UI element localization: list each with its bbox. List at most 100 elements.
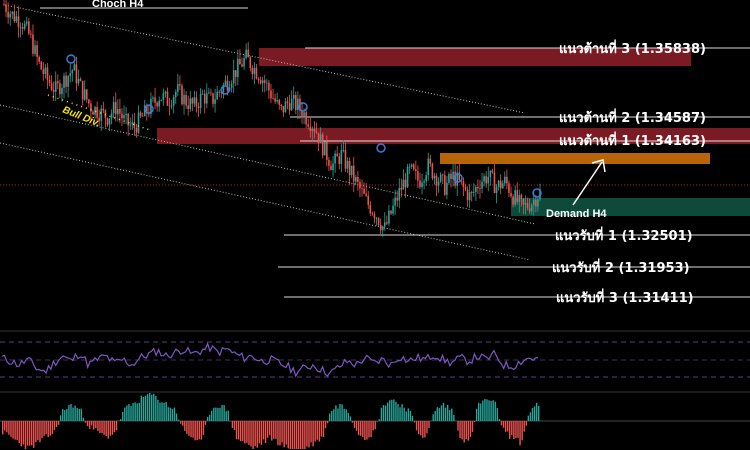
histogram-bar — [275, 421, 277, 439]
candle-body — [537, 199, 539, 207]
candle-body — [363, 188, 365, 194]
histogram-bar — [82, 417, 85, 421]
candle-body — [475, 186, 477, 192]
candle-body — [166, 91, 169, 106]
candle-body — [222, 84, 225, 93]
candle-body — [352, 165, 355, 182]
histogram-bar — [523, 421, 525, 432]
candle-body — [210, 92, 212, 94]
candle-body — [479, 188, 481, 190]
candle-body — [212, 93, 214, 104]
candle-body — [470, 192, 473, 193]
candle-body — [199, 93, 202, 108]
histogram-bar — [142, 396, 145, 421]
histogram-bar — [206, 417, 209, 421]
histogram-bar — [531, 407, 534, 421]
histogram-bar — [62, 409, 64, 421]
pivot-markers — [66, 54, 542, 198]
histogram-bar — [115, 421, 118, 431]
candle-body — [148, 113, 150, 115]
candle-body — [270, 90, 272, 99]
histogram-bar — [59, 415, 62, 421]
histogram-bar — [515, 421, 517, 438]
candle-body — [88, 99, 90, 104]
candle-body — [185, 94, 187, 106]
histogram-bar — [413, 421, 416, 423]
candle-body — [346, 160, 349, 169]
candle-body — [441, 174, 444, 176]
histogram-bar — [192, 421, 194, 438]
rsi-line — [1, 342, 539, 378]
histogram-bar — [26, 421, 29, 446]
candle-body — [3, 4, 5, 6]
histogram-bar — [86, 421, 89, 427]
histogram-bar — [316, 421, 318, 440]
histogram-bar — [233, 421, 236, 430]
candle-body — [493, 172, 496, 194]
candle-body — [404, 179, 407, 188]
histogram-bar — [308, 421, 310, 448]
candle-body — [336, 153, 338, 157]
candle-body — [377, 218, 380, 225]
histogram-bar — [124, 407, 126, 421]
histogram-bar — [374, 421, 376, 430]
histogram-bar — [184, 421, 186, 431]
histogram-bar — [30, 421, 33, 446]
histogram-bar — [529, 412, 532, 421]
candle-body — [65, 75, 67, 87]
histogram-bar — [109, 421, 112, 436]
histogram-bar — [297, 421, 300, 449]
histogram-bar — [215, 407, 217, 421]
histogram-bar — [250, 421, 252, 447]
candle-body — [477, 186, 479, 189]
histogram-bar — [41, 421, 43, 439]
histogram-bar — [432, 414, 434, 421]
candle-body — [462, 180, 465, 187]
candle-body — [237, 58, 239, 78]
histogram-bar — [194, 421, 196, 441]
histogram-bar — [167, 407, 169, 421]
candle-body — [359, 181, 361, 189]
histogram-bar — [502, 421, 505, 428]
candle-body — [251, 68, 254, 75]
candle-body — [28, 21, 30, 34]
histogram-bar — [173, 407, 176, 421]
candle-body — [274, 98, 276, 102]
histogram-bar — [401, 404, 403, 421]
candle-body — [32, 34, 34, 54]
candle-body — [303, 112, 305, 118]
candle-body — [530, 205, 533, 212]
histogram-bar — [171, 408, 174, 421]
candle-body — [21, 27, 24, 29]
histogram-bar — [504, 421, 507, 432]
histogram-bar — [35, 421, 37, 443]
histogram-bar — [130, 406, 132, 421]
candle-body — [446, 182, 448, 195]
histogram-bar — [254, 421, 256, 447]
histogram-bar — [268, 421, 271, 436]
histogram-bar — [6, 421, 8, 433]
histogram-bar — [153, 393, 155, 421]
histogram-bar — [384, 405, 387, 421]
candle-body — [216, 91, 218, 100]
candle-body — [307, 124, 310, 127]
histogram-bar — [4, 421, 6, 431]
histogram-bar — [446, 404, 449, 421]
histogram-bar — [349, 416, 352, 421]
histogram-bar — [380, 407, 383, 421]
histogram-bar — [264, 421, 267, 444]
demand-label: Demand H4 — [546, 208, 607, 220]
resistance-3-label: แนวต้านที่ 3 (1.35838) — [559, 39, 706, 57]
candle-body — [292, 94, 295, 99]
candle-body — [321, 134, 324, 156]
histogram-bar — [395, 401, 397, 421]
candle-body — [156, 102, 158, 107]
histogram-bar — [20, 421, 23, 447]
candle-body — [79, 79, 82, 81]
histogram-bar — [506, 421, 509, 432]
candle-body — [42, 69, 45, 74]
histogram-bar — [2, 421, 4, 435]
histogram-bar — [10, 421, 12, 437]
candle-body — [448, 173, 450, 183]
candle-body — [400, 188, 403, 190]
